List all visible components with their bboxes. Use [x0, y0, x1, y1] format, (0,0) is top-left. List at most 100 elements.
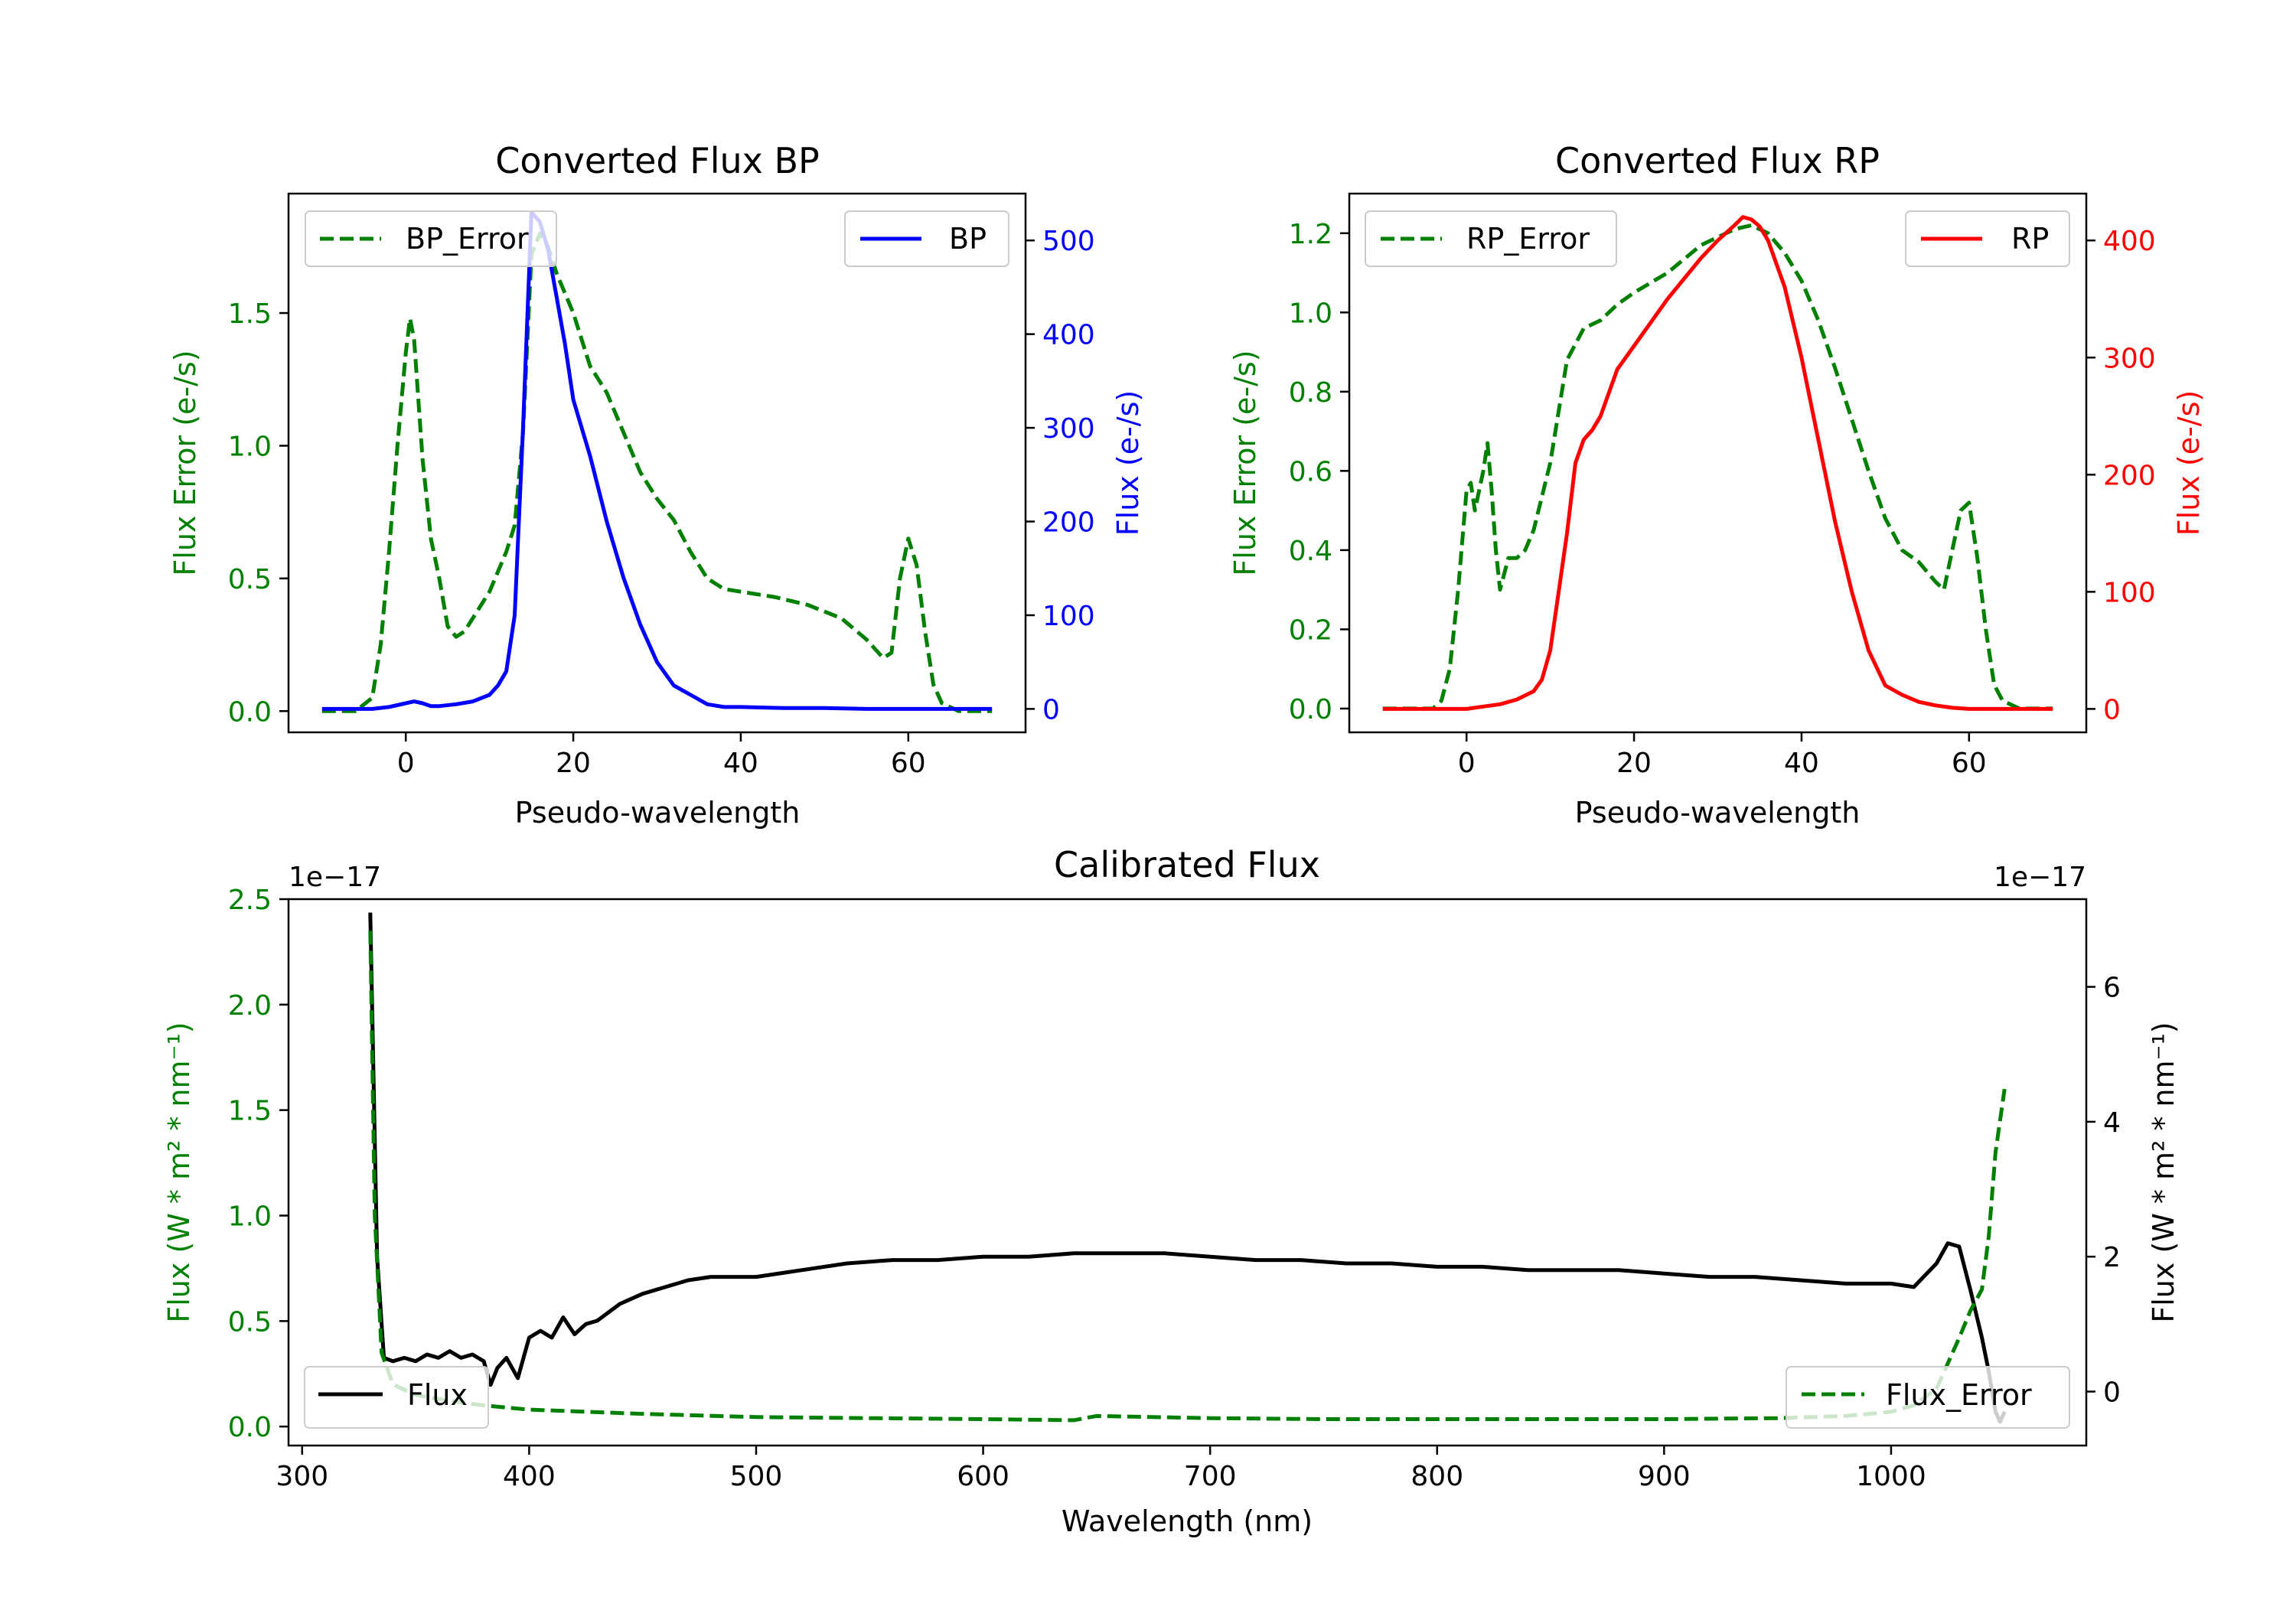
rp-x-tick-label: 60: [1952, 748, 1987, 779]
bp-legend-label: BP: [949, 222, 987, 256]
bp-error-legend-label: BP_Error: [406, 222, 529, 256]
flux-legend-label: Flux: [407, 1378, 468, 1412]
calibrated-panel: Calibrated Flux 1e−17 1e−17 300 400 500 600…: [162, 844, 2180, 1538]
bp-legend: BP: [844, 210, 1009, 267]
rp-right-y-tick-label: 200: [2103, 460, 2156, 491]
rp-panel: Converted Flux RP 0 20 40 60 0.00.20.40.60.…: [1228, 140, 2206, 830]
rp-rp-error-line: [1382, 223, 2053, 711]
bp-x-tick-label: 40: [723, 748, 758, 779]
calibrated-left-y-tick-label: 1.5: [228, 1096, 272, 1127]
calibrated-right-y-ticks: 0 2 4 6: [2086, 973, 2121, 1408]
rp-x-axis-label: Pseudo-wavelength: [1575, 796, 1861, 830]
flux-legend-box: [304, 1366, 489, 1429]
calibrated-x-tick-label: 400: [503, 1461, 556, 1492]
rp-left-y-tick-label: 1.0: [1289, 298, 1332, 329]
flux-error-legend-label: Flux_Error: [1886, 1378, 2032, 1412]
calibrated-left-y-tick-label: 0.0: [228, 1412, 272, 1443]
bp-bp-line: [321, 210, 993, 711]
rp-right-y-tick-label: 0: [2103, 694, 2121, 725]
rp-left-y-tick-label: 0.8: [1289, 377, 1332, 409]
rp-x-tick-label: 0: [1458, 748, 1476, 779]
calibrated-plot-frame: [287, 898, 2088, 1447]
rp-right-y-tick-label: 400: [2103, 226, 2156, 257]
rp-left-y-ticks: 0.0 0.2 0.4 0.6 0.8 1.0 1.2: [1289, 219, 1349, 725]
bp-left-y-tick-label: 1.0: [228, 431, 272, 462]
rp-left-y-tick-label: 0.6: [1289, 456, 1332, 487]
calibrated-left-y-tick-label: 2.0: [228, 990, 272, 1022]
calibrated-x-tick-label: 500: [730, 1461, 783, 1492]
bp-plot-frame: [287, 192, 1027, 734]
calibrated-x-axis-label: Wavelength (nm): [1062, 1504, 1313, 1538]
calibrated-x-ticks: 300 400 500 600 700 800 900 1000: [276, 1446, 1926, 1492]
rp-error-legend-box: [1365, 210, 1617, 267]
calibrated-x-tick-label: 800: [1411, 1461, 1463, 1492]
calibrated-right-y-axis-label: Flux (W * m² * nm⁻¹): [2147, 1022, 2180, 1322]
rp-left-y-tick-label: 0.2: [1289, 614, 1332, 646]
rp-left-y-tick-label: 0.4: [1289, 536, 1332, 567]
bp-right-y-tick-label: 100: [1042, 601, 1095, 632]
rp-rp-line: [1382, 215, 2053, 711]
flux-error-legend: Flux_Error: [1786, 1366, 2070, 1429]
rp-left-y-tick-label: 0.0: [1289, 694, 1332, 725]
bp-title: Converted Flux BP: [495, 140, 820, 181]
rp-legend: RP: [1905, 210, 2070, 267]
rp-x-tick-label: 20: [1616, 748, 1652, 779]
bp-left-y-tick-label: 1.5: [228, 298, 272, 330]
calibrated-right-y-tick-label: 0: [2103, 1377, 2121, 1408]
bp-left-y-axis-label: Flux Error (e-/s): [168, 350, 202, 575]
rp-legend-box: [1905, 210, 2070, 267]
bp-right-y-ticks: 0 100 200 300 400 500: [1026, 226, 1095, 725]
calibrated-right-y-tick-label: 6: [2103, 973, 2121, 1004]
calibrated-flux-line: [368, 912, 2007, 1424]
calibrated-right-offset: 1e−17: [1994, 862, 2086, 893]
rp-right-y-ticks: 0 100 200 300 400: [2086, 226, 2156, 725]
calibrated-title: Calibrated Flux: [1054, 844, 1320, 885]
bp-legend-box: [844, 210, 1009, 267]
bp-panel: Converted Flux BP 0 20 40 60 0.0 0.5 1.0 1.5 0…: [168, 140, 1145, 830]
flux-error-legend-box: [1786, 1366, 2070, 1429]
calibrated-x-tick-label: 600: [957, 1461, 1009, 1492]
rp-title: Converted Flux RP: [1555, 140, 1880, 181]
bp-right-y-tick-label: 400: [1042, 320, 1095, 351]
rp-plot-frame: [1348, 192, 2088, 734]
bp-right-y-tick-label: 200: [1042, 507, 1095, 539]
rp-error-legend-label: RP_Error: [1466, 222, 1590, 256]
calibrated-left-y-tick-label: 2.5: [228, 885, 272, 916]
calibrated-right-y-tick-label: 4: [2103, 1107, 2121, 1139]
bp-left-y-tick-label: 0.5: [228, 564, 272, 595]
calibrated-left-offset: 1e−17: [289, 862, 381, 893]
rp-series: [1382, 215, 2053, 711]
bp-bp-error-line: [321, 231, 993, 713]
bp-error-legend: BP_Error: [305, 210, 557, 267]
bp-error-legend-box: [305, 210, 557, 267]
calibrated-right-y-tick-label: 2: [2103, 1242, 2121, 1273]
calibrated-x-tick-label: 700: [1184, 1461, 1237, 1492]
calibrated-left-y-axis-label: Flux (W * m² * nm⁻¹): [162, 1022, 196, 1322]
bp-left-y-tick-label: 0.0: [228, 696, 272, 728]
calibrated-left-y-tick-label: 1.0: [228, 1201, 272, 1233]
rp-legend-label: RP: [2011, 222, 2049, 256]
bp-x-tick-label: 20: [556, 748, 591, 779]
bp-x-ticks: 0 20 40 60: [397, 732, 926, 779]
calibrated-x-tick-label: 1000: [1856, 1461, 1926, 1492]
bp-right-y-axis-label: Flux (e-/s): [1111, 390, 1145, 536]
rp-left-y-tick-label: 1.2: [1289, 219, 1332, 250]
bp-x-tick-label: 0: [397, 748, 415, 779]
rp-right-y-tick-label: 300: [2103, 343, 2156, 374]
bp-x-tick-label: 60: [891, 748, 926, 779]
bp-x-axis-label: Pseudo-wavelength: [515, 796, 801, 830]
bp-series: [321, 210, 993, 713]
bp-right-y-tick-label: 0: [1042, 694, 1060, 725]
calibrated-x-tick-label: 300: [276, 1461, 328, 1492]
rp-error-legend: RP_Error: [1365, 210, 1617, 267]
bp-left-y-ticks: 0.0 0.5 1.0 1.5: [228, 298, 289, 728]
rp-left-y-axis-label: Flux Error (e-/s): [1228, 350, 1262, 575]
bp-right-y-tick-label: 500: [1042, 226, 1095, 257]
rp-x-tick-label: 40: [1784, 748, 1819, 779]
bp-right-y-tick-label: 300: [1042, 413, 1095, 445]
flux-legend: Flux: [304, 1366, 489, 1429]
rp-x-ticks: 0 20 40 60: [1458, 732, 1987, 779]
rp-right-y-axis-label: Flux (e-/s): [2172, 390, 2206, 536]
rp-right-y-tick-label: 100: [2103, 577, 2156, 608]
